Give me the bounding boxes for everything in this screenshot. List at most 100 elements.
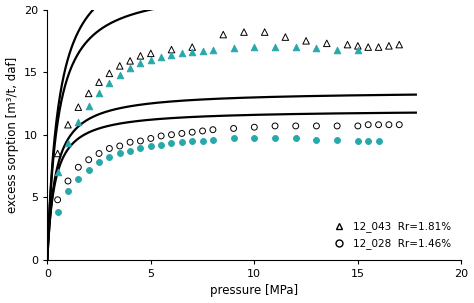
Point — [147, 136, 155, 141]
Point — [168, 141, 175, 146]
Point — [85, 157, 92, 162]
Point — [188, 130, 196, 135]
Point — [64, 141, 72, 146]
Point — [271, 136, 279, 141]
Point — [209, 47, 217, 52]
Point — [85, 91, 92, 96]
Point — [116, 151, 124, 156]
Point — [354, 138, 362, 143]
Point — [126, 140, 134, 145]
Point — [74, 120, 82, 125]
Point — [74, 165, 82, 170]
Point — [64, 188, 72, 193]
Point — [292, 124, 300, 128]
Point — [354, 124, 362, 128]
Point — [54, 170, 62, 175]
Point — [251, 45, 258, 49]
Point — [147, 51, 155, 56]
Point — [385, 43, 392, 48]
Point — [333, 124, 341, 128]
Point — [126, 66, 134, 71]
Legend: 12_043  Rr=1.81%, 12_028  Rr=1.46%: 12_043 Rr=1.81%, 12_028 Rr=1.46% — [324, 216, 456, 255]
Point — [168, 132, 175, 137]
Point — [251, 125, 258, 130]
Point — [137, 146, 144, 151]
Point — [209, 127, 217, 132]
Point — [199, 138, 206, 143]
Point — [116, 63, 124, 68]
Point — [74, 176, 82, 181]
Point — [261, 30, 268, 35]
Point — [282, 35, 289, 39]
Point — [168, 52, 175, 57]
Point — [106, 146, 113, 151]
Point — [313, 137, 320, 142]
Point — [54, 151, 62, 156]
Point — [199, 128, 206, 133]
Point — [385, 122, 392, 127]
Point — [240, 30, 248, 35]
Point — [95, 91, 103, 96]
Point — [333, 47, 341, 52]
Point — [365, 138, 372, 143]
Point — [219, 32, 227, 37]
Point — [271, 124, 279, 128]
Point — [333, 137, 341, 142]
Point — [157, 142, 165, 147]
Point — [168, 47, 175, 52]
Point — [54, 197, 62, 202]
Y-axis label: excess sorption [m³/t, daf]: excess sorption [m³/t, daf] — [6, 57, 18, 213]
Point — [230, 136, 237, 141]
Point — [147, 57, 155, 62]
Point — [365, 45, 372, 49]
Point — [209, 137, 217, 142]
Point — [116, 72, 124, 77]
Point — [106, 71, 113, 76]
Point — [199, 48, 206, 53]
Point — [95, 151, 103, 156]
Point — [95, 160, 103, 165]
Point — [313, 46, 320, 51]
Point — [188, 138, 196, 143]
Point — [157, 134, 165, 138]
Point — [147, 144, 155, 148]
Point — [302, 38, 310, 43]
Point — [365, 122, 372, 127]
Point — [54, 210, 62, 215]
Point — [178, 140, 186, 145]
Point — [395, 42, 403, 47]
Point — [64, 178, 72, 183]
Point — [106, 155, 113, 160]
Point — [375, 45, 383, 49]
Point — [137, 138, 144, 143]
Point — [116, 144, 124, 148]
Point — [178, 131, 186, 136]
Point — [354, 47, 362, 52]
Point — [137, 53, 144, 58]
Point — [292, 136, 300, 141]
Point — [323, 41, 330, 46]
Point — [292, 45, 300, 49]
Point — [95, 80, 103, 85]
Point — [188, 45, 196, 49]
X-axis label: pressure [MPa]: pressure [MPa] — [210, 285, 299, 298]
Point — [251, 136, 258, 141]
Point — [230, 126, 237, 131]
Point — [344, 42, 351, 47]
Point — [157, 55, 165, 59]
Point — [126, 148, 134, 153]
Point — [64, 122, 72, 127]
Point — [106, 81, 113, 86]
Point — [375, 122, 383, 127]
Point — [85, 167, 92, 172]
Point — [230, 46, 237, 51]
Point — [74, 105, 82, 110]
Point — [271, 45, 279, 49]
Point — [126, 58, 134, 63]
Point — [137, 61, 144, 66]
Point — [85, 104, 92, 108]
Point — [178, 51, 186, 56]
Point — [375, 138, 383, 143]
Point — [188, 50, 196, 55]
Point — [395, 122, 403, 127]
